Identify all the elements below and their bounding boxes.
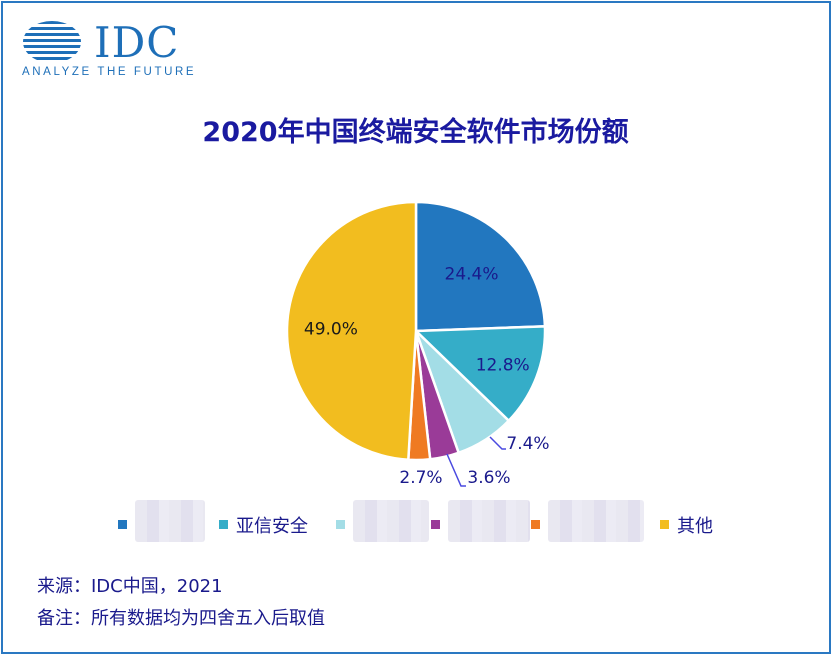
slice-data-label-6: 49.0% bbox=[304, 319, 358, 339]
legend-swatch bbox=[431, 520, 440, 529]
idc-logo: IDC ANALYZE THE FUTURE bbox=[22, 18, 202, 80]
legend-swatch bbox=[660, 520, 669, 529]
legend-label: 其他 bbox=[677, 516, 713, 537]
pie-slice-6 bbox=[285, 200, 418, 462]
idc-globe-icon bbox=[23, 21, 81, 60]
pie-slice-1 bbox=[414, 200, 547, 333]
slice-data-label-1: 24.4% bbox=[445, 264, 499, 284]
slice-data-label-3: 7.4% bbox=[506, 434, 549, 454]
redacted-label bbox=[448, 500, 530, 542]
redacted-label bbox=[135, 500, 205, 542]
legend-label: 亚信安全 bbox=[236, 516, 308, 537]
slice-data-label-4: 3.6% bbox=[467, 468, 510, 488]
slice-data-label-5: 2.7% bbox=[399, 468, 442, 488]
rounding-note: 备注：所有数据均为四舍五入后取值 bbox=[37, 608, 325, 629]
leader-line-3 bbox=[489, 436, 506, 450]
slice-data-label-2: 12.8% bbox=[476, 355, 530, 375]
leader-line-4 bbox=[446, 453, 466, 487]
legend-swatch bbox=[219, 520, 228, 529]
legend-swatch bbox=[531, 520, 540, 529]
logo-tagline: ANALYZE THE FUTURE bbox=[22, 66, 197, 78]
logo-wordmark: IDC bbox=[94, 18, 180, 67]
chart-legend: 亚信安全 其他 bbox=[118, 500, 758, 544]
legend-swatch bbox=[118, 520, 127, 529]
legend-swatch bbox=[336, 520, 345, 529]
source-note: 来源：IDC中国，2021 bbox=[37, 576, 223, 597]
redacted-label bbox=[353, 500, 429, 542]
chart-title: 2020年中国终端安全软件市场份额 bbox=[202, 117, 629, 148]
redacted-label bbox=[548, 500, 644, 542]
pie-slice-2 bbox=[413, 325, 547, 423]
